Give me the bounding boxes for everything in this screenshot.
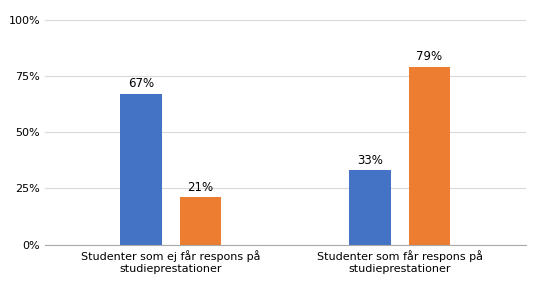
Text: 33%: 33% [357,154,383,167]
Bar [409,67,450,244]
Bar [180,197,221,244]
Bar [120,94,162,244]
Bar [349,170,390,244]
Text: 79%: 79% [417,50,443,63]
Text: 21%: 21% [187,181,214,194]
Text: 67%: 67% [128,78,154,91]
